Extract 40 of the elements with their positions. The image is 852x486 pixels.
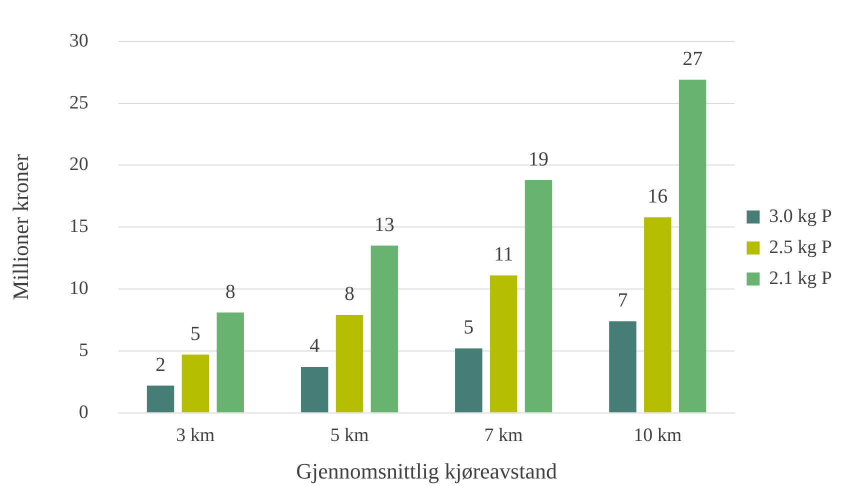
y-tick-label: 25 [69, 92, 88, 114]
data-label: 7 [618, 289, 628, 312]
data-label: 13 [374, 214, 394, 236]
y-tick-label: 15 [69, 216, 88, 238]
data-label: 2 [156, 354, 166, 376]
bar [300, 366, 328, 412]
bar [609, 321, 636, 412]
bar [490, 275, 518, 412]
bar [370, 246, 398, 412]
data-label: 11 [494, 244, 514, 266]
y-axis-title: Millioner kroner [8, 153, 33, 300]
legend-label: 3.0 kg P [769, 206, 832, 227]
x-tick-label: 10 km [634, 425, 682, 446]
bar [216, 312, 244, 412]
y-tick-label: 20 [69, 154, 88, 176]
data-label: 5 [190, 322, 200, 345]
legend-label: 2.5 kg P [769, 236, 832, 258]
bar [644, 217, 672, 412]
y-tick-label: 0 [78, 402, 88, 423]
data-label: 27 [682, 48, 703, 70]
data-label: 5 [464, 316, 474, 339]
y-tick-label: 30 [69, 30, 88, 52]
y-tick-label: 5 [78, 340, 88, 361]
bar [678, 80, 706, 412]
bar [182, 354, 210, 412]
bar [146, 386, 174, 412]
y-tick-label: 10 [69, 278, 88, 299]
x-tick-label: 5 km [330, 425, 369, 446]
data-label: 19 [528, 148, 548, 170]
legend-label: 2.1 kg P [769, 268, 832, 289]
bar [524, 180, 552, 412]
bar [455, 348, 482, 412]
data-label: 8 [344, 283, 355, 306]
x-tick-label: 3 km [176, 425, 215, 446]
x-tick-label: 7 km [484, 425, 524, 446]
data-label: 8 [225, 280, 236, 303]
data-label: 4 [310, 335, 320, 358]
x-axis-title: Gjennomsnittlig kjøreavstand [296, 458, 557, 484]
bar [336, 315, 364, 412]
data-label: 16 [648, 185, 668, 208]
